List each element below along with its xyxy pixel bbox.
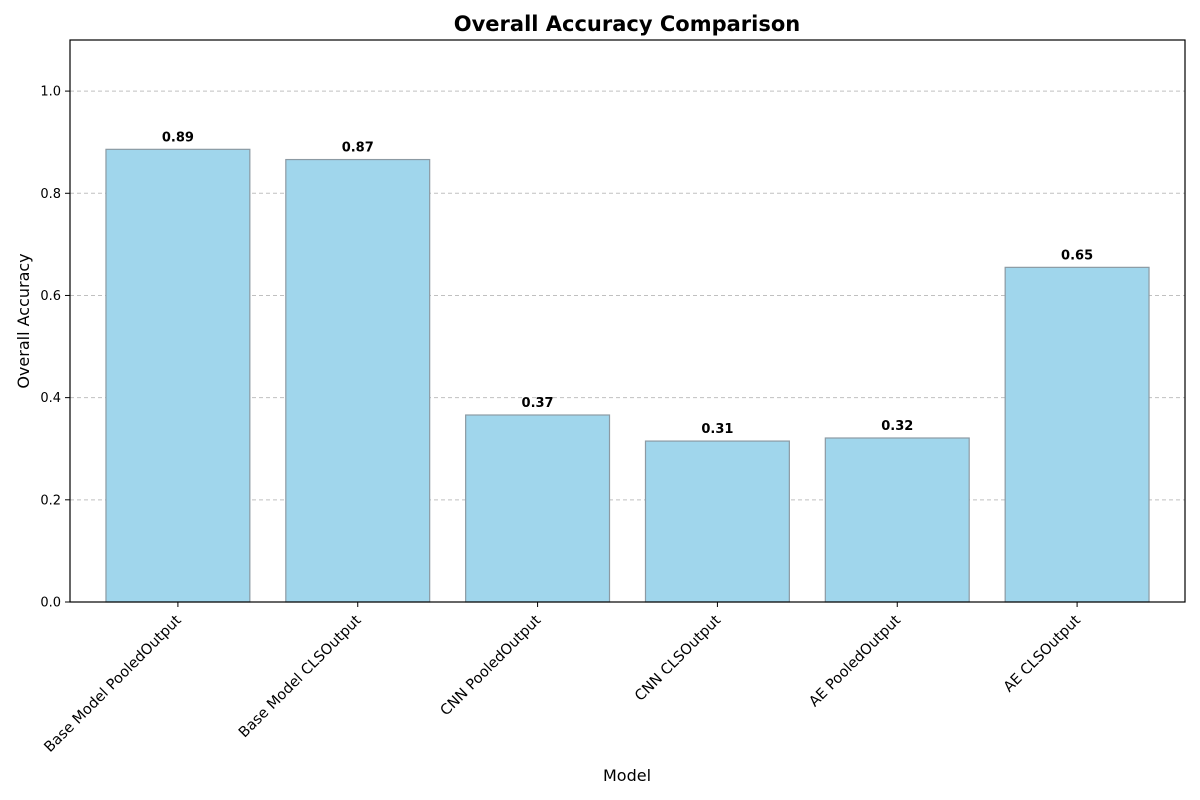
bar xyxy=(105,148,251,603)
bar xyxy=(644,440,790,603)
bar-value-label: 0.87 xyxy=(342,141,374,156)
chart-title: Overall Accuracy Comparison xyxy=(454,12,800,36)
bar-value-label: 0.89 xyxy=(162,130,194,145)
y-tick-label: 1.0 xyxy=(40,85,61,100)
x-tick-label: CNN PooledOutput xyxy=(438,612,545,719)
x-axis-ticks: Base Model PooledOutput Base Model CLSOut… xyxy=(41,602,1084,756)
bar-value-label: 0.37 xyxy=(522,396,554,411)
x-tick-label: AE CLSOutput xyxy=(1001,612,1084,695)
x-tick-label: Base Model PooledOutput xyxy=(41,612,184,755)
plot-area-frame xyxy=(69,39,1186,603)
bar xyxy=(285,158,431,603)
bar-value-label: 0.31 xyxy=(701,422,733,437)
y-tick-label: 0.2 xyxy=(40,493,61,508)
x-tick-label: AE PooledOutput xyxy=(806,612,904,710)
bar xyxy=(465,414,611,603)
bar xyxy=(1004,266,1150,603)
data-labels: 0.89 0.87 0.37 0.31 0.32 0.65 xyxy=(162,130,1093,437)
bar xyxy=(824,437,970,603)
bars xyxy=(105,148,1150,603)
y-axis-label: Overall Accuracy xyxy=(14,253,33,388)
y-tick-label: 0.6 xyxy=(40,289,61,304)
x-tick-label: Base Model CLSOutput xyxy=(236,612,365,741)
grid-lines xyxy=(70,90,1185,501)
bar-value-label: 0.32 xyxy=(881,419,913,434)
y-tick-label: 0.0 xyxy=(40,596,61,611)
y-axis-ticks: 0.0 0.2 0.4 0.6 0.8 1.0 xyxy=(40,85,70,611)
x-axis-label: Model xyxy=(603,766,651,785)
y-tick-label: 0.8 xyxy=(40,187,61,202)
x-tick-label: CNN CLSOutput xyxy=(632,612,724,704)
y-tick-label: 0.4 xyxy=(40,391,61,406)
bar-value-label: 0.65 xyxy=(1061,248,1093,263)
